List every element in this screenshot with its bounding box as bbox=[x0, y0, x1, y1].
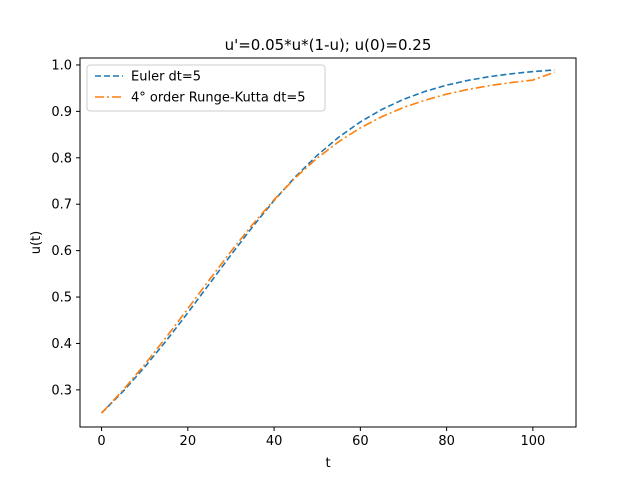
y-tick-label: 0.6 bbox=[51, 244, 72, 259]
series-line-2 bbox=[100, 71, 555, 414]
y-tick-label: 0.4 bbox=[51, 337, 72, 352]
x-tick-label: 80 bbox=[438, 434, 455, 449]
chart-title: u'=0.05*u*(1-u); u(0)=0.25 bbox=[225, 36, 432, 54]
legend-label-2: 4° order Runge-Kutta dt=5 bbox=[131, 91, 306, 106]
series-line-1 bbox=[101, 69, 555, 414]
plot-area bbox=[80, 58, 576, 427]
y-tick-label: 0.3 bbox=[51, 383, 72, 398]
x-tick-label: 60 bbox=[352, 434, 369, 449]
x-axis-label: t bbox=[325, 456, 330, 471]
x-tick-label: 0 bbox=[97, 434, 105, 449]
y-axis-label: u(t) bbox=[29, 231, 44, 254]
x-axis: 0 20 40 60 80 100 bbox=[97, 427, 545, 449]
legend-label-1: Euler dt=5 bbox=[131, 70, 201, 85]
y-tick-label: 0.5 bbox=[51, 291, 72, 306]
y-tick-label: 0.9 bbox=[51, 105, 72, 120]
plot-frame bbox=[79, 57, 577, 428]
y-tick-label: 0.7 bbox=[51, 198, 72, 213]
legend-box bbox=[86, 64, 326, 112]
x-tick-label: 40 bbox=[266, 434, 283, 449]
series-layer bbox=[100, 69, 555, 414]
legend: Euler dt=5 4° order Runge-Kutta dt=5 bbox=[86, 64, 326, 112]
y-tick-label: 0.8 bbox=[51, 151, 72, 166]
y-axis: 0.3 0.4 0.5 0.6 0.7 0.8 0.9 1.0 bbox=[51, 58, 80, 398]
x-tick-label: 20 bbox=[180, 434, 197, 449]
x-tick-label: 100 bbox=[520, 434, 545, 449]
y-tick-label: 1.0 bbox=[51, 58, 72, 73]
